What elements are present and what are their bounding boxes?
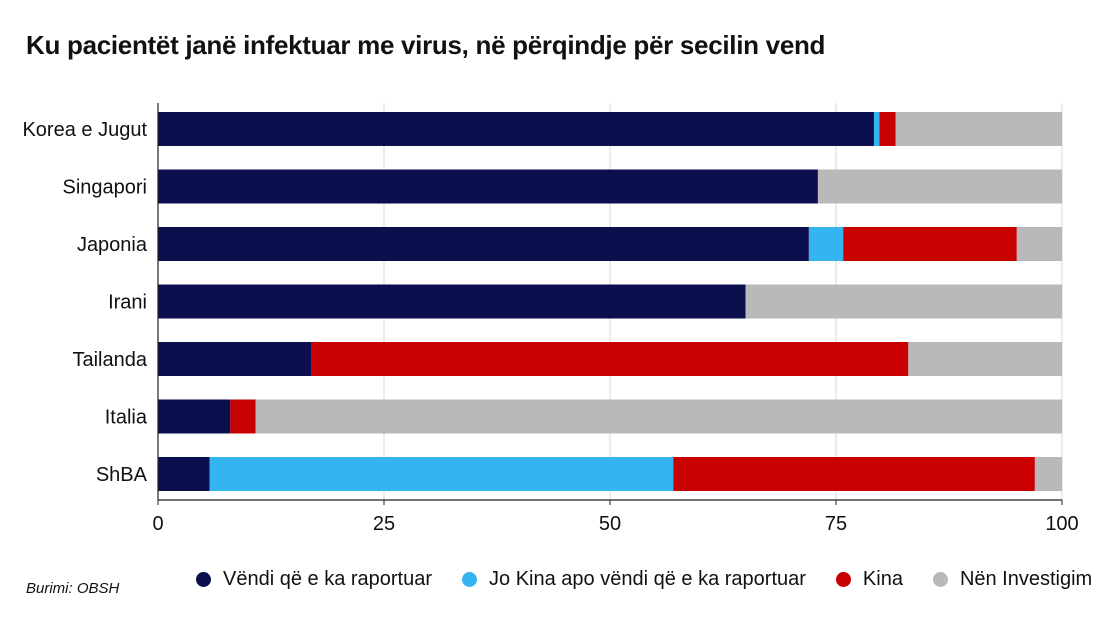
bar-segment-0 [158, 457, 210, 491]
bar-segment-3 [1016, 227, 1062, 261]
bar-segment-0 [158, 227, 809, 261]
legend-label-0: Vëndi që e ka raportuar [223, 568, 433, 590]
category-labels: Korea e Jugut Singapori Japonia Irani Tailan… [22, 119, 147, 486]
legend-item: Vëndi që e ka raportuar [196, 568, 432, 591]
bar-segment-3 [908, 342, 1062, 376]
bar-segment-3 [255, 399, 1062, 434]
chart-title: Ku pacientët janë infektuar me virus, në… [26, 30, 826, 60]
bar-segment-1 [808, 227, 844, 261]
bar-segment-2 [843, 227, 1017, 261]
bar-segment-0 [158, 284, 746, 319]
bar-segment-0 [158, 342, 312, 376]
axes [157, 103, 1063, 505]
bar-chart: Korea e Jugut Singapori Japonia Irani Tailan… [22, 103, 1079, 535]
legend-swatch-3 [932, 572, 948, 587]
category-label: Singapori [62, 177, 147, 199]
source-note: Burimi: OBSH [26, 580, 120, 597]
x-tick-label: 50 [599, 513, 621, 535]
legend-label-1: Jo Kina apo vëndi që e ka raportuar [489, 568, 806, 590]
legend-swatch-2 [835, 572, 851, 587]
legend-item: Nën Investigim [932, 568, 1093, 591]
category-label: Irani [108, 292, 147, 314]
category-label: ShBA [96, 464, 148, 486]
bar-segment-3 [817, 169, 1062, 204]
legend-item: Jo Kina apo vëndi që e ka raportuar [462, 568, 806, 591]
legend-label-3: Nën Investigim [959, 568, 1093, 590]
bar-segment-0 [158, 112, 874, 146]
bar-segment-3 [895, 112, 1062, 146]
bar-segment-2 [311, 342, 909, 376]
x-tick-label: 0 [152, 513, 163, 535]
bar-segment-1 [873, 112, 880, 146]
category-label: Korea e Jugut [22, 119, 147, 141]
bar-segment-2 [673, 457, 1035, 491]
bar-segment-2 [879, 112, 896, 146]
bar-segment-3 [1034, 457, 1062, 491]
tick-labels: 0 25 50 75 100 [152, 513, 1078, 535]
x-tick-label: 100 [1045, 513, 1078, 535]
legend-swatch-1 [462, 572, 478, 587]
legend-item: Kina [835, 568, 903, 591]
bar-segment-2 [230, 399, 256, 434]
bars [158, 112, 1062, 491]
x-tick-label: 75 [825, 513, 847, 535]
bar-segment-0 [158, 399, 231, 434]
bar-segment-3 [745, 284, 1062, 319]
category-label: Japonia [77, 234, 148, 256]
legend-label-2: Kina [862, 568, 903, 590]
bar-segment-1 [209, 457, 674, 491]
category-label: Italia [105, 407, 148, 429]
x-tick-label: 25 [373, 513, 395, 535]
legend: Vëndi që e ka raportuar Jo Kina apo vënd… [196, 568, 1092, 591]
bar-segment-0 [158, 169, 818, 204]
legend-swatch-0 [196, 572, 211, 587]
category-label: Tailanda [72, 349, 147, 371]
